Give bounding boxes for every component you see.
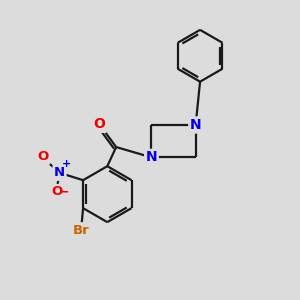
Text: O: O	[38, 150, 49, 163]
Text: N: N	[146, 150, 157, 164]
Text: O: O	[93, 117, 105, 131]
Text: Br: Br	[73, 224, 90, 237]
Text: N: N	[190, 118, 202, 132]
Text: −: −	[59, 185, 69, 199]
Text: N: N	[54, 166, 65, 179]
Text: +: +	[61, 159, 70, 169]
Text: O: O	[51, 185, 62, 199]
